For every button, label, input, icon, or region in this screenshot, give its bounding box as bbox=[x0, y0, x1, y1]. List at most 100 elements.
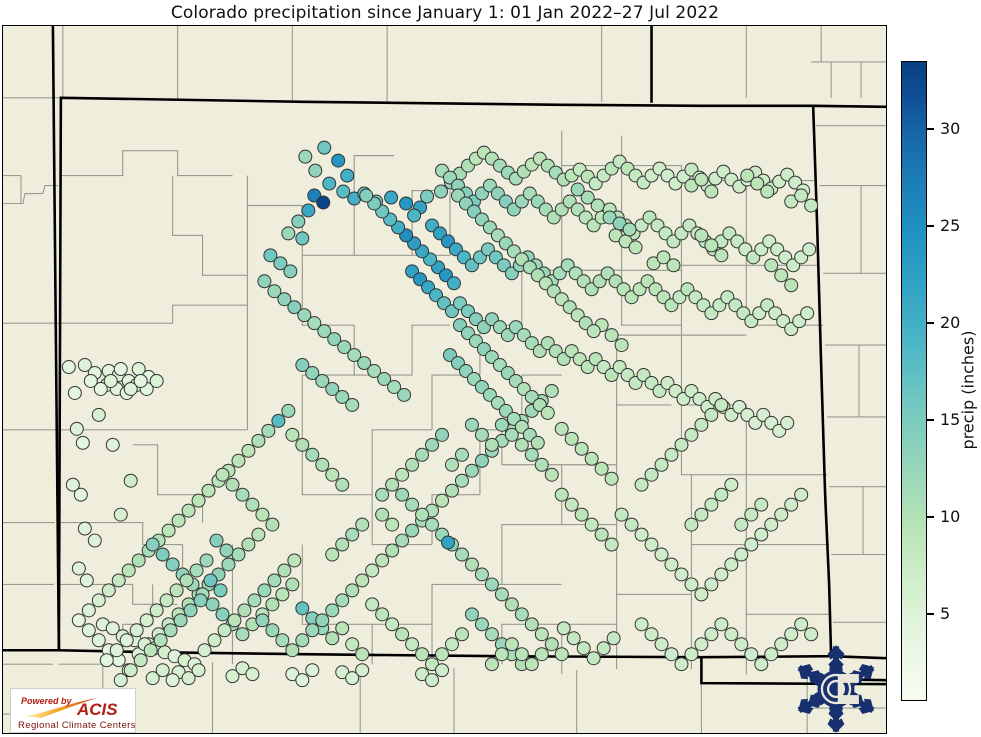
station-point bbox=[734, 637, 749, 652]
station-point bbox=[161, 523, 176, 538]
station-point bbox=[754, 527, 769, 542]
station-point bbox=[255, 507, 270, 522]
station-point bbox=[277, 563, 292, 578]
colorbar-gradient bbox=[901, 61, 927, 701]
station-point bbox=[397, 387, 412, 402]
station-point bbox=[163, 623, 178, 638]
map-plot-area[interactable] bbox=[2, 25, 887, 734]
station-point bbox=[359, 188, 374, 203]
station-point bbox=[784, 627, 799, 642]
station-point bbox=[79, 573, 94, 588]
station-point bbox=[454, 447, 469, 462]
station-point bbox=[181, 671, 196, 686]
station-point bbox=[355, 647, 370, 662]
station-point bbox=[165, 673, 180, 688]
station-point bbox=[281, 403, 296, 418]
station-point bbox=[454, 473, 469, 488]
station-point bbox=[83, 374, 98, 388]
station-point bbox=[704, 497, 719, 512]
acis-logo-graphic: Powered by ACIS Regional Climate Centers bbox=[11, 689, 135, 732]
station-point bbox=[464, 557, 479, 572]
station-point bbox=[315, 374, 330, 388]
station-point bbox=[760, 184, 775, 199]
station-point bbox=[734, 547, 749, 562]
station-point bbox=[444, 483, 459, 498]
station-point bbox=[305, 366, 320, 380]
station-point bbox=[295, 358, 310, 373]
snowflake-logo[interactable]: C bbox=[790, 645, 882, 733]
station-point bbox=[584, 517, 599, 532]
station-point bbox=[484, 657, 499, 672]
station-point bbox=[235, 487, 250, 502]
station-point bbox=[454, 547, 469, 562]
station-point bbox=[235, 627, 250, 642]
station-point bbox=[794, 188, 809, 203]
station-point bbox=[415, 447, 430, 462]
station-point bbox=[133, 374, 148, 388]
station-point bbox=[285, 427, 300, 442]
station-point bbox=[287, 553, 302, 568]
station-point bbox=[628, 240, 643, 255]
station-point bbox=[345, 397, 360, 412]
station-point bbox=[231, 453, 246, 468]
station-point bbox=[191, 493, 206, 508]
station-point bbox=[624, 517, 639, 532]
tick-label: 25 bbox=[940, 215, 961, 235]
station-point bbox=[119, 633, 134, 648]
station-point bbox=[287, 300, 302, 315]
station-point bbox=[87, 533, 102, 548]
station-point bbox=[257, 274, 272, 289]
station-point bbox=[315, 457, 330, 472]
acis-logo[interactable]: Powered by ACIS Regional Climate Centers bbox=[10, 688, 136, 733]
station-point bbox=[307, 316, 322, 331]
station-point bbox=[340, 168, 355, 183]
station-point bbox=[375, 507, 390, 522]
colorbar[interactable]: 5 10 15 20 25 30 bbox=[901, 61, 960, 701]
station-point bbox=[654, 457, 669, 472]
station-point bbox=[357, 356, 372, 371]
station-point bbox=[405, 523, 420, 538]
station-point bbox=[257, 583, 272, 598]
station-point bbox=[399, 196, 414, 211]
station-point bbox=[245, 667, 260, 682]
station-point bbox=[385, 477, 400, 492]
station-point bbox=[802, 242, 817, 257]
station-point bbox=[530, 435, 545, 450]
station-point bbox=[694, 417, 709, 432]
station-point bbox=[275, 587, 290, 602]
station-point bbox=[694, 587, 709, 602]
station-point bbox=[325, 603, 340, 618]
station-point bbox=[205, 597, 220, 612]
acis-brand: ACIS bbox=[76, 700, 118, 719]
station-point bbox=[606, 631, 621, 646]
station-point bbox=[405, 637, 420, 652]
station-point bbox=[434, 184, 448, 199]
station-point bbox=[105, 437, 120, 452]
station-point bbox=[586, 324, 601, 339]
station-point bbox=[780, 415, 795, 430]
station-point bbox=[298, 149, 313, 164]
station-point bbox=[215, 467, 230, 482]
station-point bbox=[484, 627, 499, 642]
tick-label: 20 bbox=[940, 312, 961, 332]
station-point bbox=[714, 487, 729, 502]
station-point bbox=[425, 517, 440, 532]
station-point bbox=[335, 621, 350, 636]
station-point bbox=[75, 435, 90, 450]
station-point bbox=[464, 417, 479, 432]
station-point bbox=[724, 557, 739, 572]
station-point bbox=[191, 663, 206, 678]
station-point bbox=[111, 573, 126, 588]
station-point bbox=[614, 507, 629, 522]
station-point bbox=[335, 593, 350, 608]
station-point bbox=[435, 663, 449, 678]
station-point bbox=[744, 647, 759, 662]
station-point bbox=[377, 372, 392, 386]
station-point bbox=[365, 563, 380, 578]
station-point bbox=[189, 563, 204, 578]
tick-mark bbox=[927, 128, 934, 130]
station-point bbox=[644, 627, 659, 642]
station-point bbox=[544, 467, 559, 482]
station-point bbox=[704, 407, 719, 422]
station-point bbox=[155, 547, 170, 562]
